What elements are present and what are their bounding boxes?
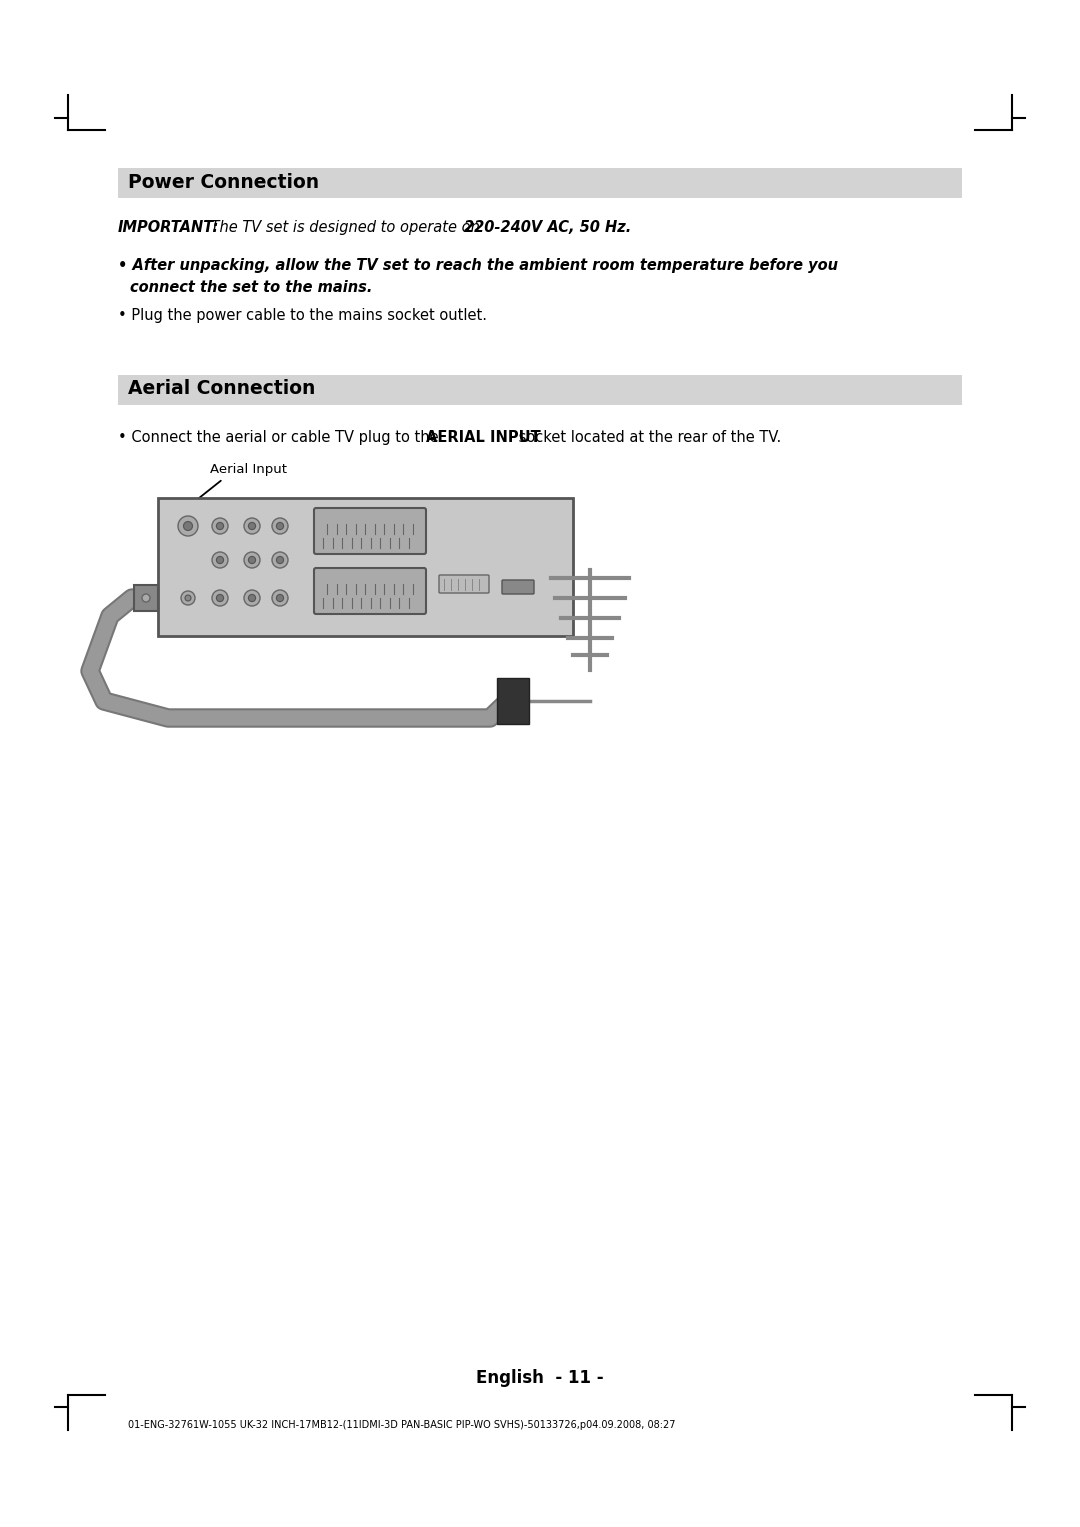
Bar [134,585,158,611]
Bar [158,498,573,637]
Circle shape [248,556,256,563]
Circle shape [276,594,284,602]
Circle shape [272,518,288,534]
Text: Aerial Input: Aerial Input [210,463,287,476]
FancyBboxPatch shape [314,568,426,614]
FancyBboxPatch shape [438,576,489,592]
Circle shape [248,522,256,530]
Text: 220-240V AC, 50 Hz.: 220-240V AC, 50 Hz. [464,220,631,235]
Text: socket located at the rear of the TV.: socket located at the rear of the TV. [514,431,781,444]
Circle shape [276,522,284,530]
Circle shape [272,551,288,568]
Bar [497,678,529,724]
Text: • Plug the power cable to the mains socket outlet.: • Plug the power cable to the mains sock… [118,308,487,324]
Bar [118,376,962,405]
Circle shape [244,589,260,606]
Circle shape [276,556,284,563]
Circle shape [216,522,224,530]
Circle shape [212,589,228,606]
Circle shape [216,556,224,563]
Text: The TV set is designed to operate on: The TV set is designed to operate on [206,220,485,235]
Text: 01-ENG-32761W-1055 UK-32 INCH-17MB12-(11IDMI-3D PAN-BASIC PIP-WO SVHS)-50133726,: 01-ENG-32761W-1055 UK-32 INCH-17MB12-(11… [129,1420,675,1429]
Circle shape [141,594,150,602]
Circle shape [248,594,256,602]
FancyBboxPatch shape [314,508,426,554]
Text: • After unpacking, allow the TV set to reach the ambient room temperature before: • After unpacking, allow the TV set to r… [118,258,838,273]
Text: English  - 11 -: English - 11 - [476,1370,604,1387]
Circle shape [244,551,260,568]
Circle shape [185,596,191,602]
FancyBboxPatch shape [502,580,534,594]
Circle shape [244,518,260,534]
Text: Power Connection: Power Connection [129,173,319,191]
Circle shape [216,594,224,602]
Text: IMPORTANT:: IMPORTANT: [118,220,219,235]
Text: • Connect the aerial or cable TV plug to the: • Connect the aerial or cable TV plug to… [118,431,443,444]
Text: connect the set to the mains.: connect the set to the mains. [130,279,373,295]
Circle shape [181,591,195,605]
Circle shape [184,522,192,530]
Text: AERIAL INPUT: AERIAL INPUT [426,431,541,444]
Circle shape [178,516,198,536]
Text: Aerial Connection: Aerial Connection [129,380,315,399]
Bar [118,168,962,199]
Circle shape [272,589,288,606]
Circle shape [212,518,228,534]
Circle shape [212,551,228,568]
